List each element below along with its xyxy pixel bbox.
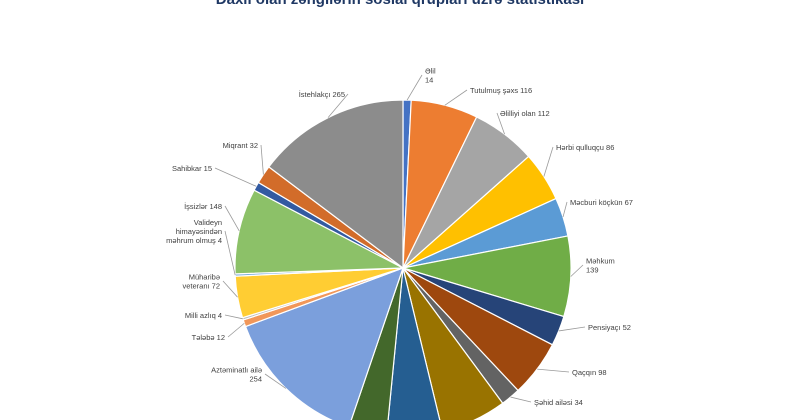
slice-label: Hərbi qulluqçu 86	[556, 143, 614, 152]
slice-label: Məhkum 139	[586, 257, 615, 275]
leader-line	[260, 144, 264, 175]
slice-label: Valideyn himayəsindən məhrum olmuş 4	[166, 218, 222, 245]
leader-line	[543, 146, 554, 177]
slice-label: Miqrant 32	[223, 141, 258, 150]
slice-label: Əlilliyi olan 112	[500, 109, 550, 118]
slice-label: Şəhid ailəsi 34	[534, 398, 583, 407]
slice-label: Müharibə veteranı 72	[182, 273, 220, 291]
slice-label: Əlil 14	[425, 67, 436, 85]
slice-label: İşsizlər 148	[184, 202, 222, 211]
leader-line	[406, 74, 423, 101]
leader-line	[227, 322, 245, 338]
pie-slices	[234, 99, 572, 420]
leader-line	[444, 89, 468, 106]
leader-line	[327, 93, 349, 118]
leader-line	[537, 368, 570, 373]
leader-line	[222, 280, 238, 298]
leader-line	[558, 326, 586, 332]
leader-line	[562, 201, 568, 218]
leader-line	[214, 167, 257, 187]
chart-title: Daxil olan zəngilərin sosial qrupları üz…	[0, 0, 800, 8]
slice-label: Qaçqın 98	[572, 368, 607, 377]
pie-slice	[402, 267, 504, 420]
pie-slice	[387, 267, 441, 420]
pie-slice	[234, 189, 406, 275]
slice-label: Sahibkar 15	[172, 164, 212, 173]
leader-line	[570, 264, 584, 277]
slice-label: Tutulmuş şəxs 116	[470, 86, 532, 95]
slice-label: İstehlakçı 265	[299, 90, 345, 99]
leader-line	[264, 373, 287, 389]
pie-slice	[350, 267, 404, 420]
slice-label: Məcburi köçkün 67	[570, 198, 633, 207]
leader-line	[496, 112, 505, 135]
leader-line	[510, 396, 532, 403]
pie-slice	[267, 99, 404, 270]
pie-labels: Əlil 14 Tutulmuş şəxs 116 Əlilliyi olan 112…	[166, 67, 633, 408]
leader-line	[224, 314, 243, 320]
leader-line	[224, 205, 240, 231]
slice-label: Pensiyaçı 52	[588, 323, 631, 332]
leader-line	[224, 230, 236, 276]
slice-label: Milli azlıq 4	[185, 311, 222, 320]
slice-label: Aztəminatlı ailə 254	[211, 366, 262, 384]
slice-label: Tələbə 12	[192, 333, 225, 342]
